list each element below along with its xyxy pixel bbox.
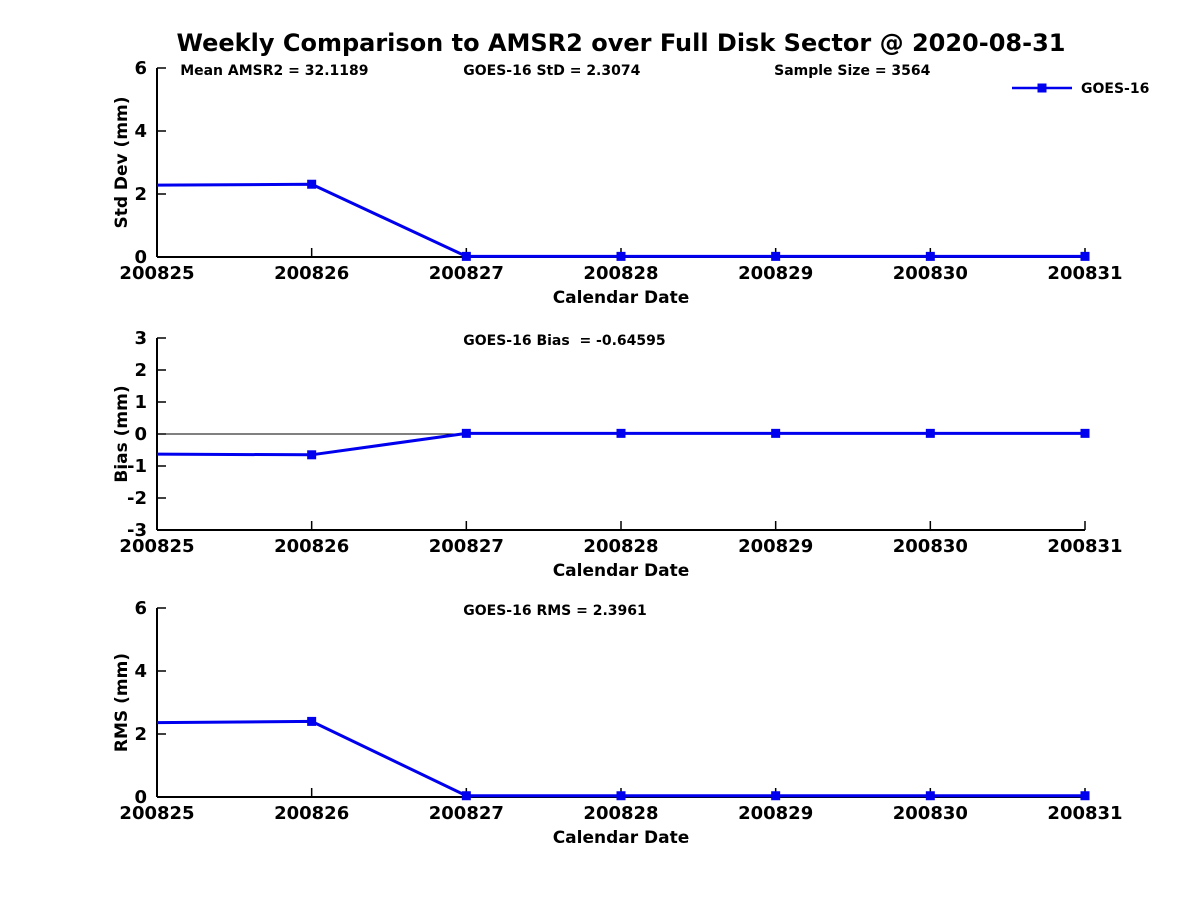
- data-point-marker: [461, 251, 471, 261]
- x-tick-label: 200830: [893, 803, 968, 824]
- page-title: Weekly Comparison to AMSR2 over Full Dis…: [176, 29, 1066, 57]
- x-tick-label: 200827: [429, 803, 504, 824]
- y-tick-label: 2: [134, 184, 147, 205]
- data-point-marker: [461, 791, 471, 801]
- x-tick-label: 200829: [738, 536, 813, 557]
- data-point-marker: [1080, 251, 1090, 261]
- y-tick-label: 2: [134, 724, 147, 745]
- x-tick-label: 200827: [429, 263, 504, 284]
- y-tick-label: 4: [134, 121, 147, 142]
- y-tick-label: -2: [127, 488, 147, 509]
- x-tick-label: 200829: [738, 263, 813, 284]
- data-point-marker: [771, 428, 781, 438]
- x-tick-label: 200828: [583, 263, 658, 284]
- y-axis-label: Bias (mm): [112, 385, 132, 482]
- x-axis-label: Calendar Date: [553, 561, 690, 581]
- y-tick-label: -3: [127, 520, 147, 541]
- x-tick-label: 200829: [738, 803, 813, 824]
- x-tick-label: 200830: [893, 536, 968, 557]
- y-tick-label: -1: [127, 456, 147, 477]
- subplot-std-dev: 0 2 4 6 200825 200826 200827 200828 200829 200830…: [112, 58, 1123, 308]
- data-point-marker: [1080, 791, 1090, 801]
- y-tick-label: 6: [134, 598, 147, 619]
- data-point-marker: [1080, 428, 1090, 438]
- stat-annotation: Mean AMSR2 = 32.1189: [180, 63, 368, 79]
- data-point-marker: [771, 251, 781, 261]
- y-tick-label: 2: [134, 360, 147, 381]
- data-point-marker: [925, 791, 935, 801]
- x-tick-label: 200825: [119, 536, 194, 557]
- data-point-marker: [461, 428, 471, 438]
- data-point-marker: [307, 716, 317, 726]
- legend-label: GOES-16: [1081, 81, 1149, 97]
- x-tick-label: 200831: [1047, 263, 1122, 284]
- data-line-GOES-16: [156, 182, 1085, 258]
- x-axis-label: Calendar Date: [553, 288, 690, 308]
- x-tick-label: 200828: [583, 803, 658, 824]
- data-line-GOES-16: [156, 719, 1085, 798]
- x-tick-label: 200831: [1047, 536, 1122, 557]
- y-tick-label: 0: [134, 247, 147, 268]
- x-tick-label: 200828: [583, 536, 658, 557]
- legend: GOES-16: [1012, 81, 1149, 97]
- y-tick-label: 6: [134, 58, 147, 79]
- data-point-marker: [771, 791, 781, 801]
- data-point-marker: [925, 251, 935, 261]
- y-axis-label: Std Dev (mm): [112, 96, 132, 228]
- x-tick-label: 200826: [274, 803, 349, 824]
- stat-annotation: GOES-16 RMS = 2.3961: [463, 603, 647, 619]
- x-tick-label: 200825: [119, 263, 194, 284]
- y-tick-label: 1: [134, 392, 147, 413]
- x-tick-label: 200826: [274, 536, 349, 557]
- stat-annotation: GOES-16 Bias = -0.64595: [463, 333, 665, 349]
- y-axis-label: RMS (mm): [112, 653, 132, 752]
- data-point-marker: [925, 428, 935, 438]
- x-tick-label: 200827: [429, 536, 504, 557]
- data-point-marker: [616, 251, 626, 261]
- y-tick-label: 0: [134, 787, 147, 808]
- y-tick-label: 3: [134, 328, 147, 349]
- x-tick-label: 200831: [1047, 803, 1122, 824]
- x-tick-label: 200825: [119, 803, 194, 824]
- legend-marker-icon: [1037, 83, 1047, 93]
- y-tick-label: 0: [134, 424, 147, 445]
- stat-annotation: GOES-16 StD = 2.3074: [463, 63, 640, 79]
- data-point-marker: [307, 179, 317, 189]
- x-tick-label: 200826: [274, 263, 349, 284]
- y-tick-label: 4: [134, 661, 147, 682]
- stat-annotation: Sample Size = 3564: [774, 63, 931, 79]
- data-point-marker: [307, 450, 317, 460]
- x-tick-label: 200830: [893, 263, 968, 284]
- x-axis-label: Calendar Date: [553, 828, 690, 848]
- subplot-rms: 0 2 4 6 200825 200826 200827 200828 200829 200830…: [112, 598, 1123, 848]
- data-point-marker: [616, 428, 626, 438]
- data-point-marker: [616, 791, 626, 801]
